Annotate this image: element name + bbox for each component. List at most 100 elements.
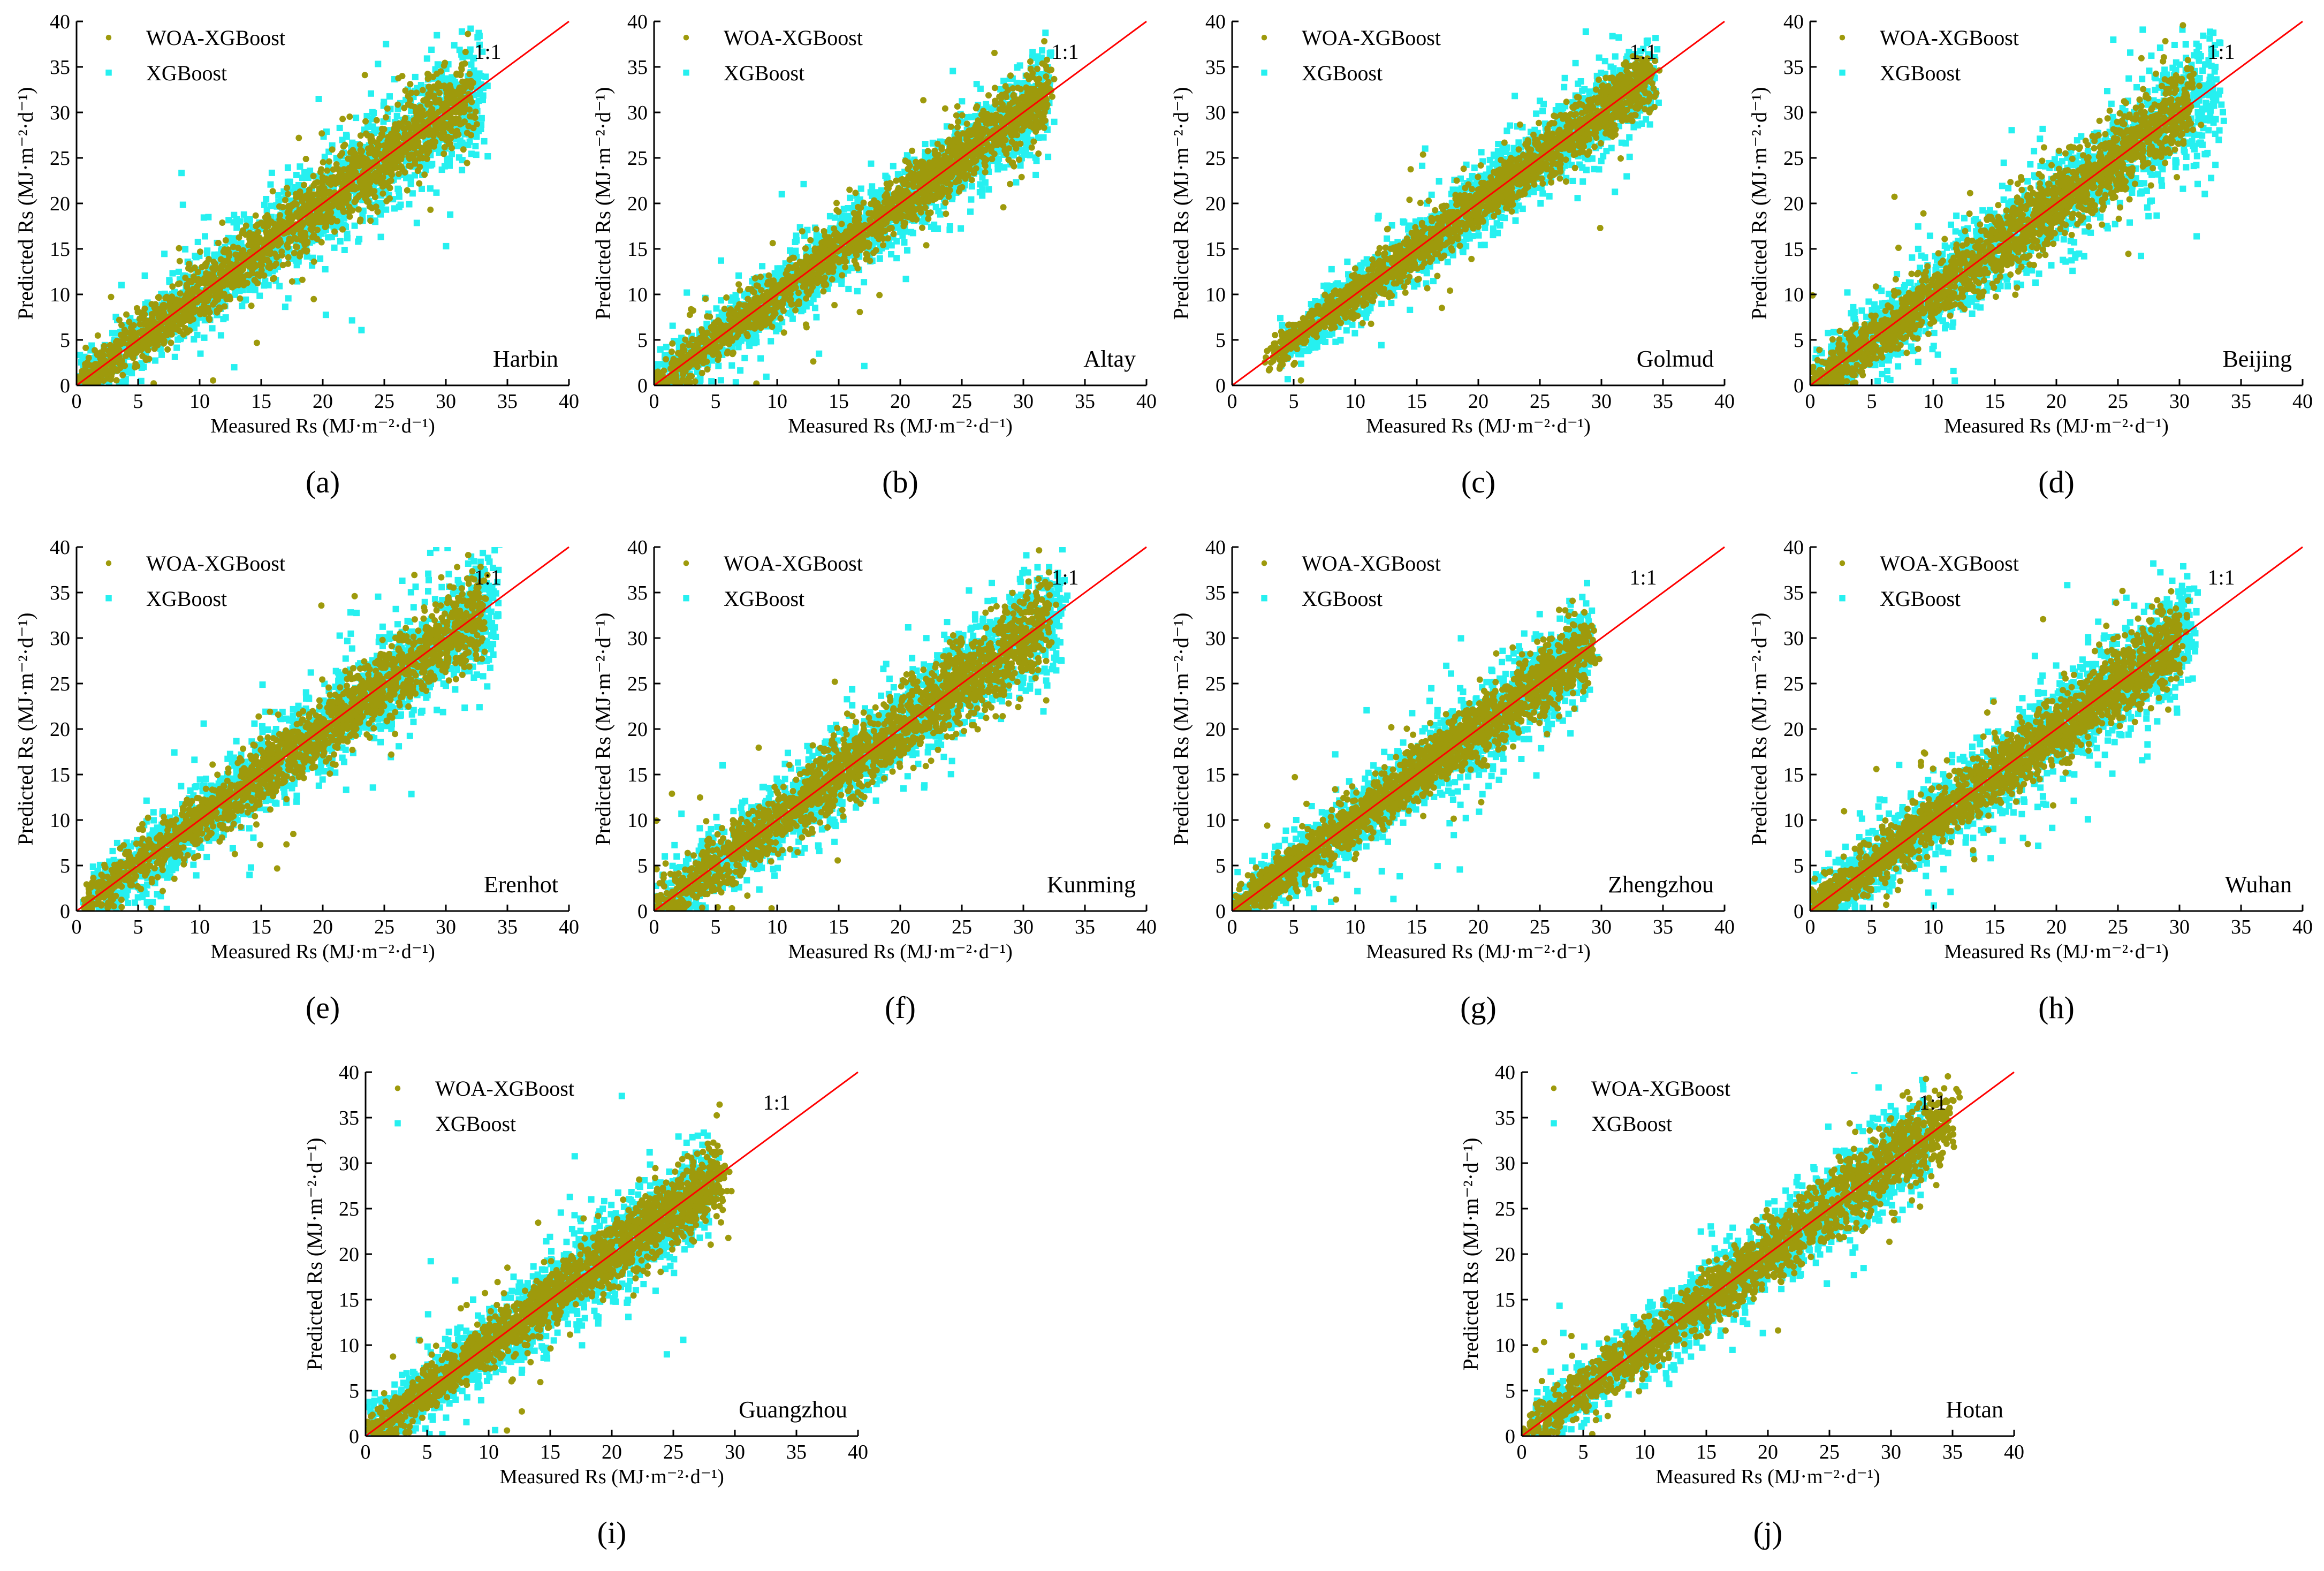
point-xgboost xyxy=(787,247,793,254)
point-woa-xgboost xyxy=(113,377,120,384)
point-woa-xgboost xyxy=(182,309,189,316)
point-woa-xgboost xyxy=(373,117,380,124)
point-woa-xgboost xyxy=(291,249,298,256)
point-woa-xgboost xyxy=(191,264,198,271)
point-woa-xgboost xyxy=(371,188,378,195)
point-woa-xgboost xyxy=(108,293,115,300)
point-woa-xgboost xyxy=(416,180,423,187)
point-xgboost xyxy=(901,239,908,246)
point-xgboost xyxy=(349,139,356,146)
one-to-one-line xyxy=(76,20,569,386)
point-woa-xgboost xyxy=(457,121,464,128)
point-xgboost xyxy=(476,33,483,40)
point-woa-xgboost xyxy=(124,350,131,357)
point-xgboost xyxy=(708,378,715,385)
point-woa-xgboost xyxy=(419,87,426,94)
point-xgboost xyxy=(1051,118,1058,125)
point-woa-xgboost xyxy=(288,226,295,233)
point-xgboost xyxy=(152,357,159,364)
point-woa-xgboost xyxy=(203,270,209,277)
legend-label-woa-xgboost: WOA-XGBoost xyxy=(146,26,285,50)
point-xgboost xyxy=(322,312,329,318)
point-woa-xgboost xyxy=(310,232,317,239)
point-woa-xgboost xyxy=(352,155,359,162)
point-woa-xgboost xyxy=(460,146,467,153)
point-woa-xgboost xyxy=(174,280,181,287)
point-xgboost xyxy=(211,251,218,258)
point-xgboost xyxy=(396,193,402,200)
point-xgboost xyxy=(393,112,400,119)
point-woa-xgboost xyxy=(468,84,475,91)
point-woa-xgboost xyxy=(330,166,337,173)
point-woa-xgboost xyxy=(341,141,348,148)
point-woa-xgboost xyxy=(252,277,259,284)
point-woa-xgboost xyxy=(363,174,370,181)
point-woa-xgboost xyxy=(265,263,272,270)
point-woa-xgboost xyxy=(270,276,276,283)
point-woa-xgboost xyxy=(430,73,437,80)
point-woa-xgboost xyxy=(390,135,397,142)
point-woa-xgboost xyxy=(136,321,143,328)
point-woa-xgboost xyxy=(240,263,247,270)
point-woa-xgboost xyxy=(329,203,336,210)
point-woa-xgboost xyxy=(381,126,388,133)
point-xgboost xyxy=(368,90,374,97)
point-woa-xgboost xyxy=(444,113,451,120)
point-xgboost xyxy=(331,244,338,251)
point-woa-xgboost xyxy=(142,345,149,351)
scatter-panel-a: 0 5 10 15 20 25 30 35 400510152025303540Measured… xyxy=(13,11,579,499)
point-xgboost xyxy=(128,370,135,377)
point-xgboost xyxy=(179,201,186,208)
point-woa-xgboost xyxy=(219,269,226,276)
point-xgboost xyxy=(191,336,198,343)
point-woa-xgboost xyxy=(325,158,332,165)
point-woa-xgboost xyxy=(262,214,269,221)
point-woa-xgboost xyxy=(92,364,99,371)
point-woa-xgboost xyxy=(461,105,468,112)
point-xgboost xyxy=(861,362,868,369)
point-woa-xgboost xyxy=(386,178,393,185)
point-woa-xgboost xyxy=(331,228,338,235)
point-woa-xgboost xyxy=(464,130,470,136)
point-woa-xgboost xyxy=(121,362,128,369)
point-woa-xgboost xyxy=(441,62,447,69)
point-woa-xgboost xyxy=(313,210,320,217)
point-xgboost xyxy=(737,367,744,374)
point-xgboost xyxy=(377,233,384,240)
point-woa-xgboost xyxy=(169,283,176,290)
point-woa-xgboost xyxy=(407,102,414,109)
point-woa-xgboost xyxy=(382,169,389,176)
point-woa-xgboost xyxy=(443,99,450,106)
point-woa-xgboost xyxy=(226,293,233,300)
point-woa-xgboost xyxy=(246,272,253,279)
point-woa-xgboost xyxy=(306,186,313,193)
point-woa-xgboost xyxy=(278,252,285,259)
point-woa-xgboost xyxy=(226,260,233,267)
point-woa-xgboost xyxy=(277,212,284,219)
point-woa-xgboost xyxy=(318,239,325,246)
point-xgboost xyxy=(353,115,360,122)
point-woa-xgboost xyxy=(443,90,450,97)
point-woa-xgboost xyxy=(194,283,201,290)
point-woa-xgboost xyxy=(196,309,203,316)
x-tick-label: 25 xyxy=(374,390,394,413)
point-woa-xgboost xyxy=(425,91,432,98)
point-woa-xgboost xyxy=(116,338,123,345)
point-woa-xgboost xyxy=(242,222,249,229)
panel-label: (a) xyxy=(306,465,340,499)
point-woa-xgboost xyxy=(441,122,448,129)
point-woa-xgboost xyxy=(401,115,408,122)
point-xgboost xyxy=(413,219,420,226)
legend-marker-xgboost: ▪ xyxy=(104,58,113,86)
y-tick-label: 0 xyxy=(60,375,70,397)
point-woa-xgboost xyxy=(330,196,337,203)
point-woa-xgboost xyxy=(346,113,353,120)
point-woa-xgboost xyxy=(365,145,371,152)
point-xgboost xyxy=(397,201,404,208)
y-tick-label: 10 xyxy=(50,284,70,306)
point-woa-xgboost xyxy=(197,248,203,255)
point-xgboost xyxy=(231,211,238,218)
point-woa-xgboost xyxy=(176,245,183,252)
point-xgboost xyxy=(269,268,276,275)
point-xgboost xyxy=(166,278,173,285)
